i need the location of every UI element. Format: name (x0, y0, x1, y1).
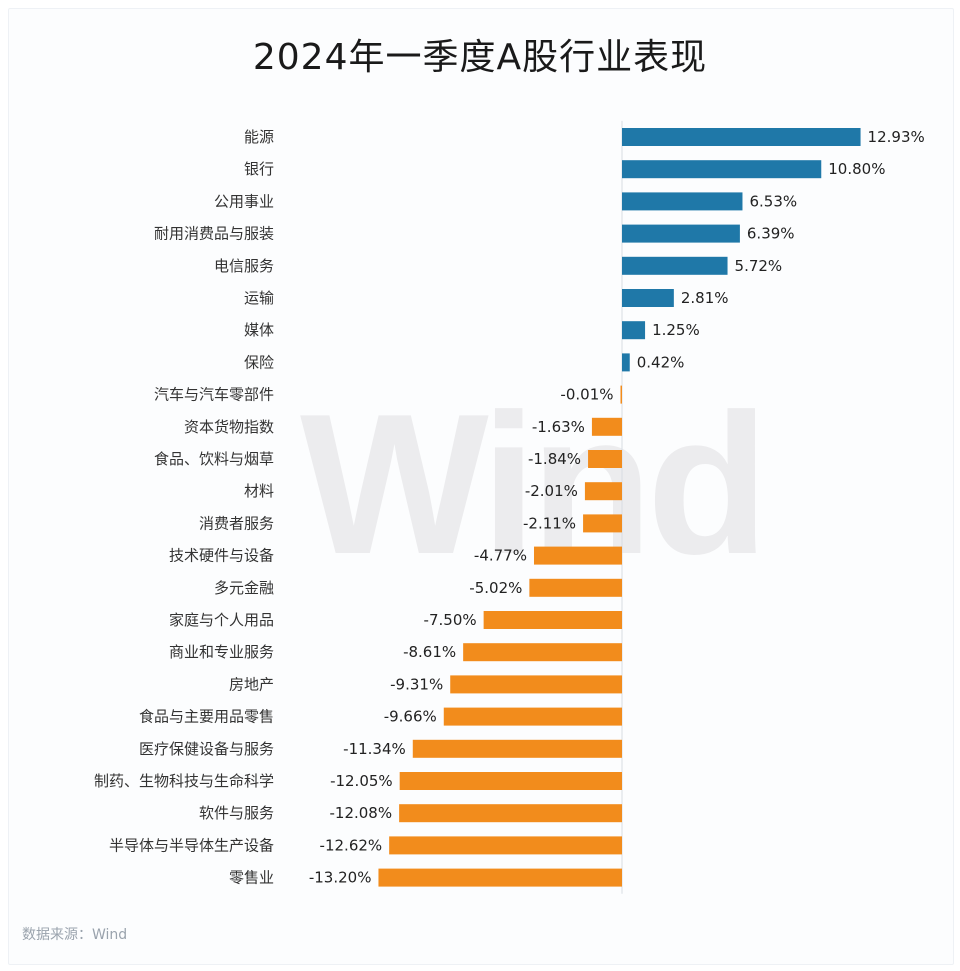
category-label-23: 零售业 (229, 869, 274, 887)
bar-11 (584, 482, 622, 501)
category-label-17: 房地产 (229, 675, 274, 693)
value-label-16: -8.61% (403, 643, 456, 661)
bar-7 (622, 353, 630, 372)
bar-19 (412, 739, 622, 758)
source-note: 数据来源：Wind (22, 927, 128, 943)
bar-13 (533, 546, 622, 565)
value-label-15: -7.50% (424, 611, 477, 629)
bar-23 (378, 868, 622, 887)
category-label-8: 汽车与汽车零部件 (154, 386, 274, 404)
category-label-12: 消费者服务 (199, 514, 274, 532)
value-label-22: -12.62% (320, 836, 383, 854)
bar-18 (443, 707, 622, 726)
bar-15 (483, 611, 622, 629)
bar-3 (622, 224, 740, 243)
category-label-4: 电信服务 (214, 257, 274, 275)
category-label-19: 医疗保健设备与服务 (139, 740, 274, 758)
value-label-7: 0.42% (637, 353, 685, 371)
bar-6 (622, 321, 646, 340)
value-label-4: 5.72% (735, 257, 783, 275)
category-label-13: 技术硬件与设备 (169, 547, 274, 565)
category-label-21: 软件与服务 (199, 804, 274, 822)
value-label-21: -12.08% (330, 804, 393, 822)
category-label-16: 商业和专业服务 (169, 643, 274, 661)
category-label-7: 保险 (244, 353, 274, 371)
bar-0 (622, 128, 861, 146)
value-label-17: -9.31% (390, 675, 443, 693)
bar-14 (529, 578, 622, 597)
category-label-9: 资本货物指数 (184, 418, 274, 436)
value-label-14: -5.02% (469, 579, 522, 597)
category-label-1: 银行 (244, 160, 274, 178)
category-label-5: 运输 (244, 289, 274, 307)
value-label-13: -4.77% (474, 547, 527, 565)
value-label-0: 12.93% (868, 128, 925, 146)
category-label-15: 家庭与个人用品 (169, 611, 274, 629)
category-label-6: 媒体 (244, 321, 274, 339)
bar-12 (583, 514, 622, 533)
value-label-6: 1.25% (652, 321, 700, 339)
category-label-3: 耐用消费品与服装 (154, 225, 274, 243)
value-label-12: -2.11% (523, 514, 576, 532)
bar-5 (622, 289, 674, 307)
category-label-14: 多元金融 (214, 579, 274, 597)
category-label-2: 公用事业 (214, 192, 274, 210)
value-label-2: 6.53% (749, 192, 797, 210)
category-label-22: 半导体与半导体生产设备 (109, 836, 274, 854)
value-label-20: -12.05% (330, 772, 393, 790)
value-label-19: -11.34% (343, 740, 406, 758)
bar-22 (389, 836, 622, 855)
bar-17 (450, 675, 622, 694)
value-label-5: 2.81% (681, 289, 729, 307)
value-label-9: -1.63% (532, 418, 585, 436)
bar-1 (622, 160, 822, 179)
value-label-11: -2.01% (525, 482, 578, 500)
bar-10 (588, 450, 622, 468)
category-label-20: 制药、生物科技与生命科学 (94, 772, 274, 790)
bar-20 (399, 772, 622, 790)
category-label-0: 能源 (244, 128, 274, 146)
value-label-3: 6.39% (747, 225, 795, 243)
category-label-11: 材料 (244, 482, 274, 500)
value-label-1: 10.80% (828, 160, 885, 178)
bar-2 (622, 192, 743, 211)
bar-8 (620, 385, 622, 404)
value-label-8: -0.01% (560, 386, 613, 404)
value-label-10: -1.84% (528, 450, 581, 468)
value-label-23: -13.20% (309, 869, 372, 887)
bar-4 (622, 256, 728, 275)
value-label-18: -9.66% (384, 708, 437, 726)
category-label-10: 食品、饮料与烟草 (154, 450, 274, 468)
bar-16 (463, 643, 622, 662)
chart-title: 2024年一季度A股行业表现 (252, 37, 708, 78)
bar-9 (591, 417, 622, 436)
bar-21 (399, 804, 622, 823)
category-label-18: 食品与主要用品零售 (139, 708, 274, 726)
